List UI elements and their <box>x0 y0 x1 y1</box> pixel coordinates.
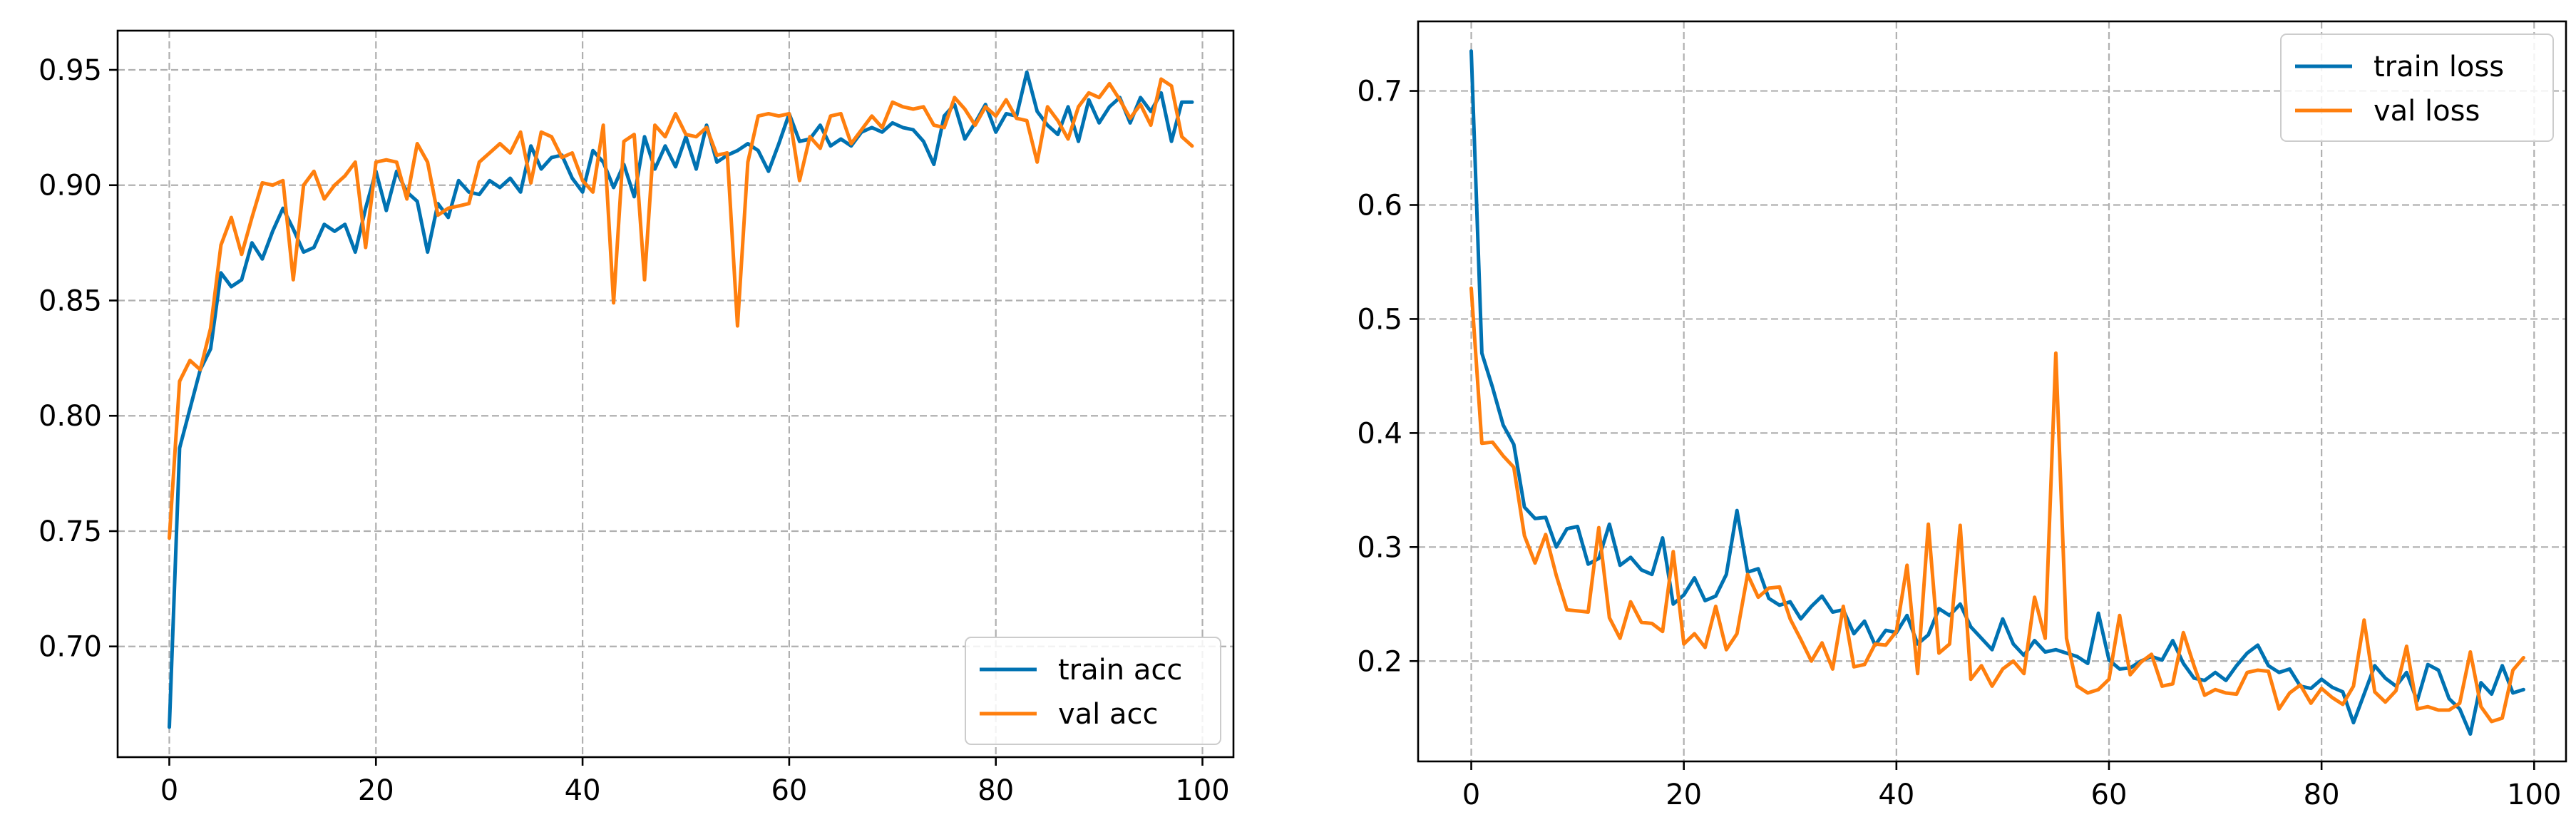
acc-y-tick-label: 0.70 <box>39 631 102 664</box>
acc-y-tick-label: 0.80 <box>39 400 102 433</box>
acc-y-tick-label: 0.90 <box>39 170 102 202</box>
loss-x-tick-label: 0 <box>1462 779 1480 811</box>
acc-axes-frame <box>116 29 1235 759</box>
acc-x-tick-label: 80 <box>977 774 1014 807</box>
loss-axes-frame <box>1417 20 2567 763</box>
acc-x-tick-label: 60 <box>771 774 807 807</box>
loss-legend-label-train-loss: train loss <box>2374 51 2504 83</box>
acc-legend-box <box>965 637 1221 745</box>
loss-legend-box <box>2280 34 2554 142</box>
loss-legend: train loss val loss <box>2280 34 2554 142</box>
accuracy-chart: 0 20 40 60 80 100 0.70 0.75 0.80 0.85 0.90 0.95 trai… <box>39 29 1235 807</box>
acc-y-tick-label: 0.75 <box>39 515 102 548</box>
acc-legend-label-val-acc: val acc <box>1058 698 1159 731</box>
loss-y-tick-label: 0.3 <box>1357 531 1402 564</box>
loss-x-tick-label: 100 <box>2507 779 2561 811</box>
loss-legend-label-val-loss: val loss <box>2374 95 2480 128</box>
loss-x-tick-label: 60 <box>2091 779 2128 811</box>
loss-x-tick-label: 80 <box>2304 779 2340 811</box>
acc-x-tick-label: 0 <box>160 774 178 807</box>
acc-series-val-acc <box>168 77 1194 540</box>
acc-x-tick-label: 100 <box>1175 774 1229 807</box>
loss-series-val-loss <box>1469 286 2525 724</box>
acc-x-tick-label: 40 <box>565 774 601 807</box>
loss-y-tick-label: 0.2 <box>1357 645 1402 678</box>
loss-chart: 0 20 40 60 80 100 0.2 0.3 0.4 0.5 0.6 0.7 train loss… <box>1357 20 2567 811</box>
loss-y-tick-label: 0.4 <box>1357 417 1402 450</box>
acc-y-tick-label: 0.85 <box>39 284 102 317</box>
acc-legend-label-train-acc: train acc <box>1058 654 1182 687</box>
acc-series-train-acc <box>168 70 1194 729</box>
loss-y-tick-label: 0.6 <box>1357 190 1402 222</box>
acc-y-tick-label: 0.95 <box>39 54 102 87</box>
acc-legend: train acc val acc <box>965 637 1221 745</box>
loss-y-tick-label: 0.5 <box>1357 303 1402 336</box>
loss-series-train-loss <box>1469 49 2525 736</box>
loss-x-tick-label: 40 <box>1878 779 1914 811</box>
loss-y-tick-label: 0.7 <box>1357 76 1402 108</box>
loss-x-tick-label: 20 <box>1666 779 1702 811</box>
acc-x-tick-label: 20 <box>358 774 394 807</box>
